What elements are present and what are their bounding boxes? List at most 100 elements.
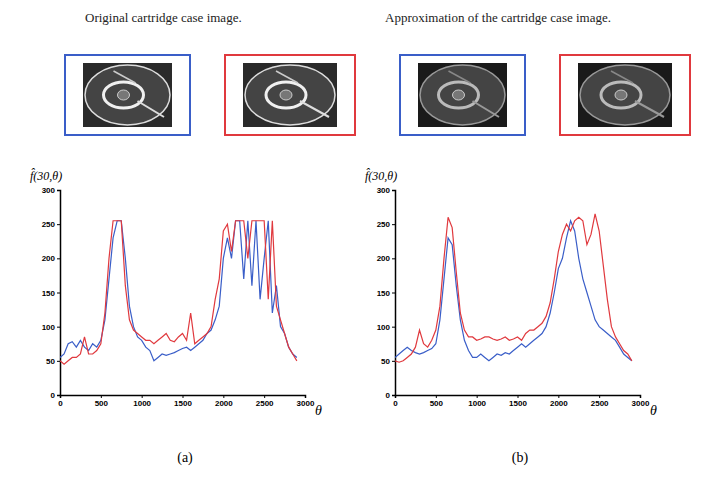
x-axis: 050010001500200025003000 [393,395,650,408]
x-tick-label: 3000 [632,399,650,408]
y-tick: 200 [42,254,60,263]
y-tick: 150 [377,289,395,298]
image-firing-pin [280,90,292,100]
image-mark [611,71,633,83]
x-tick: 1500 [174,395,192,408]
x-tick: 0 [58,395,63,408]
x-tick: 2500 [256,395,274,408]
y-tick-label: 300 [377,186,391,195]
images [400,55,690,135]
x-tick-label: 2000 [215,399,233,408]
x-tick-label: 1000 [468,399,486,408]
image-ground [243,63,337,127]
x-tick-label: 2500 [256,399,274,408]
image-frame [560,55,690,135]
image-mark [635,101,664,117]
x-tick: 2000 [215,395,233,408]
image-ground [83,63,172,127]
x-tick-mark [640,395,641,398]
y-axis-line [392,191,396,396]
y-tick-label: 250 [42,220,56,229]
image-mark [473,101,500,117]
y-tick-label: 50 [381,357,390,366]
x-axis-title: θ [315,403,322,418]
y-tick-mark [392,327,395,328]
x-tick-label: 1500 [174,399,192,408]
x-tick-mark [101,395,102,398]
y-tick: 250 [377,220,395,229]
y-tick-mark [57,293,60,294]
y-tick-label: 250 [377,220,391,229]
x-tick-mark [223,395,224,398]
y-tick: 50 [381,357,395,366]
image-case-rim [580,65,670,125]
image-mark [114,71,136,83]
y-tick-mark [57,327,60,328]
x-tick: 3000 [297,395,315,408]
y-tick-label: 100 [42,323,56,332]
y-tick: 0 [51,391,60,400]
y-tick-mark [392,293,395,294]
y-tick: 200 [377,254,395,263]
y-tick-mark [57,224,60,225]
plot-lines [60,221,297,365]
x-tick-label: 2500 [591,399,609,408]
image-ground [578,63,672,127]
panel: Approximation of the cartridge case imag… [365,10,690,466]
image-ground [418,63,507,127]
y-tick-label: 150 [377,289,391,298]
y-tick-mark [392,395,395,396]
series-line [395,214,632,362]
y-tick: 0 [386,391,395,400]
series-line [60,221,297,365]
chart-title: Original cartridge case image. [85,10,242,25]
y-tick-mark [57,190,60,191]
x-tick-label: 0 [393,399,398,408]
x-tick-mark [305,395,306,398]
x-axis-line [396,396,641,399]
x-tick-mark [477,395,478,398]
x-tick-label: 3000 [297,399,315,408]
y-tick-label: 200 [42,254,56,263]
y-tick-label: 0 [386,391,391,400]
x-tick-mark [518,395,519,398]
y-tick: 50 [46,357,60,366]
image-mark [300,101,329,117]
image-primer [266,82,306,108]
y-tick-mark [392,190,395,191]
y-tick-mark [57,258,60,259]
x-tick-mark [264,395,265,398]
y-tick-label: 100 [377,323,391,332]
y-axis-title: f̂(30,θ) [30,168,62,183]
panel: Original cartridge case image.0500100015… [30,10,355,466]
image-mark [449,71,471,83]
image-frame [65,55,190,135]
x-tick-mark [142,395,143,398]
image-primer [104,82,144,108]
figure: Original cartridge case image.0500100015… [0,0,709,481]
y-axis-title: f̂(30,θ) [365,168,397,183]
images [65,55,355,135]
x-tick-label: 0 [58,399,63,408]
image-case-rim [245,65,335,125]
x-tick-label: 1000 [133,399,151,408]
image-frame [225,55,355,135]
y-tick: 150 [42,289,60,298]
x-axis: 0 500 1000 1500 2000 2500 3000 [58,395,315,408]
x-tick: 2500 [591,395,609,408]
y-axis: 050100150200250300 [42,186,61,400]
y-tick: 300 [377,186,395,195]
x-tick: 3000 [632,395,650,408]
x-tick-mark [183,395,184,398]
y-tick: 100 [42,323,60,332]
x-tick: 500 [430,395,444,408]
image-primer [601,82,641,108]
x-tick: 500 [95,395,109,408]
y-axis: 0 50 100 150 200 250 300 [377,186,396,400]
x-tick-label: 500 [95,399,109,408]
image-firing-pin [615,90,627,100]
y-tick: 100 [377,323,395,332]
image-mark [276,71,298,83]
y-tick-mark [392,361,395,362]
x-tick-mark [599,395,600,398]
